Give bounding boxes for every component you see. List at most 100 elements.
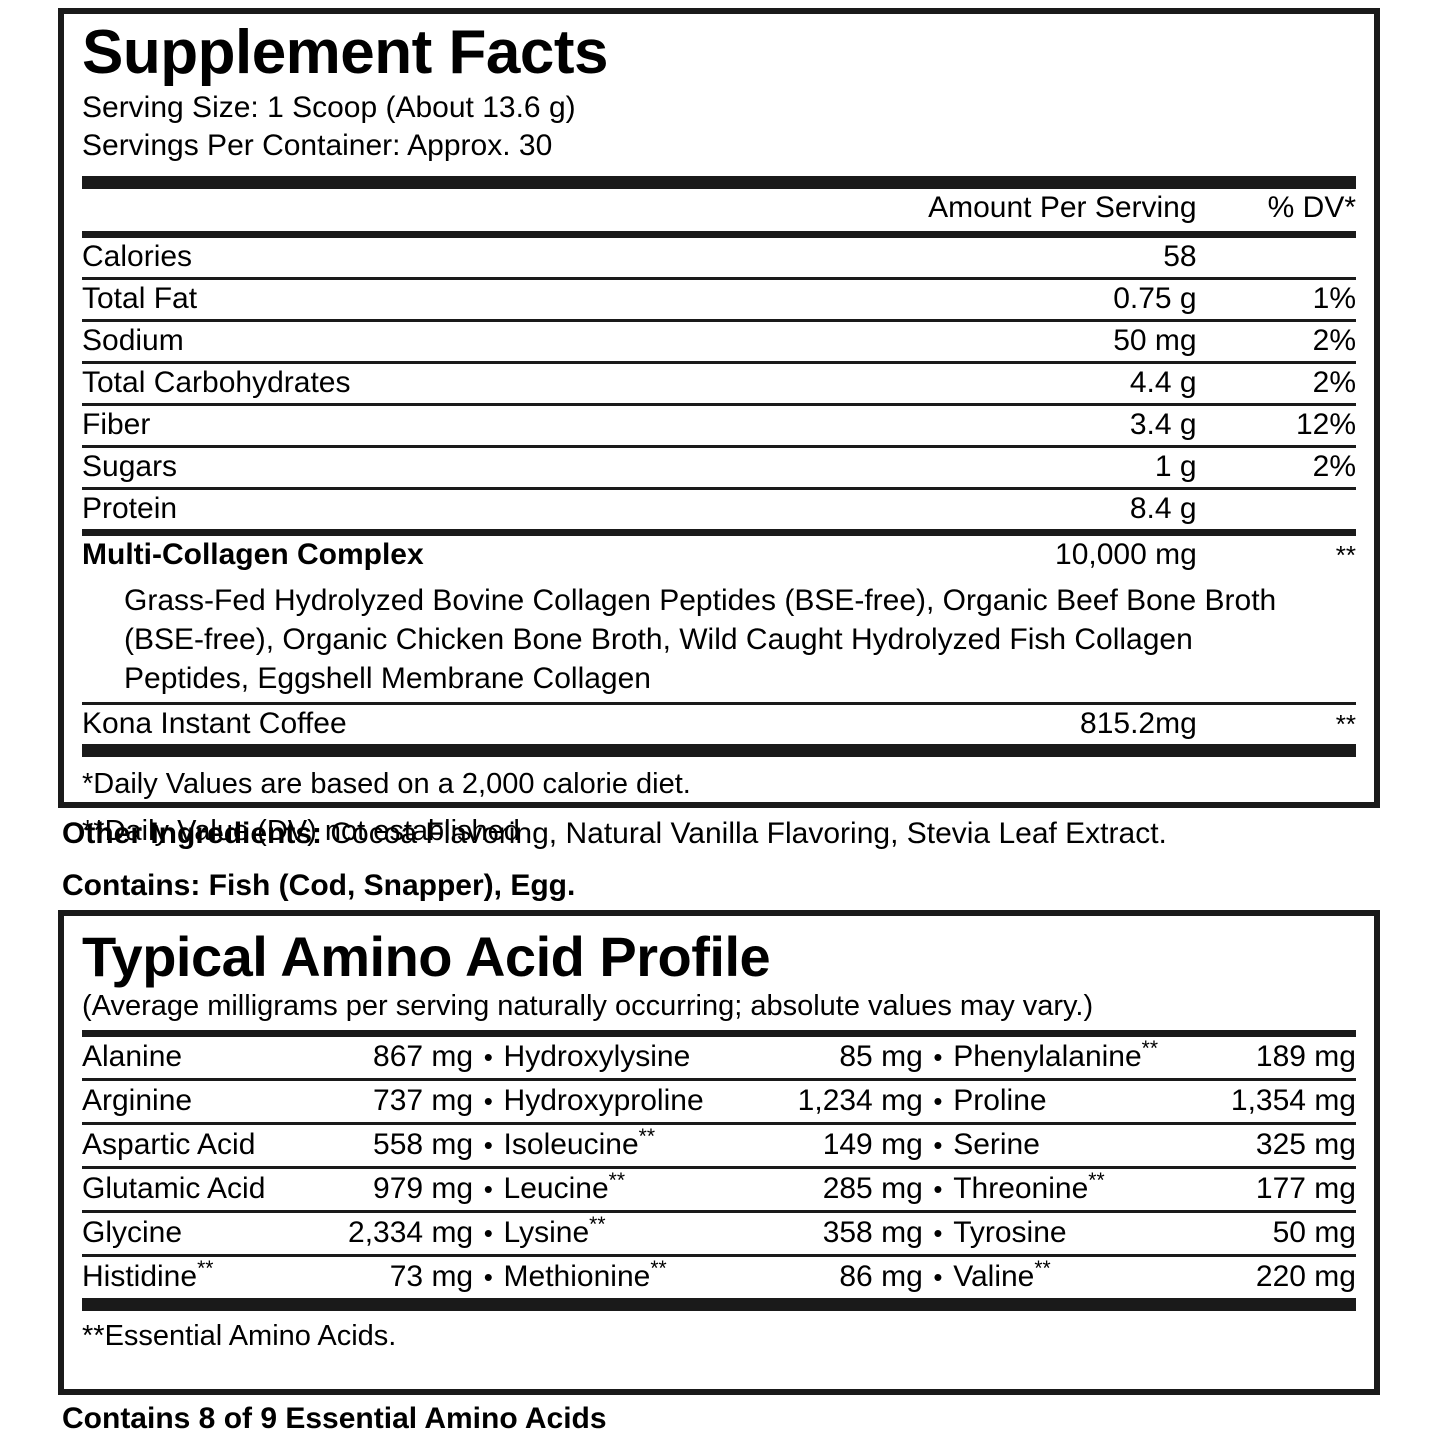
nutrient-amount: 1 g [699,446,1197,490]
page-title: Supplement Facts [82,18,609,87]
amino-name: Valine** [953,1255,1188,1298]
amino-label: Proline [953,1083,1047,1117]
amino-value: 1,234 mg [746,1079,923,1125]
divider-thick-footnotes [82,743,1356,757]
nutrient-name: Fiber [82,404,700,448]
nutrition-table: Amount Per Serving % DV* [82,189,1356,231]
amino-value: 86 mg [839,1259,923,1293]
amino-label: Threonine [953,1171,1089,1205]
table-row: Arginine 737 mg • Hydroxyproline 1,234 m… [82,1079,1356,1125]
coffee-table: Kona Instant Coffee 815.2mg ** [82,705,1356,744]
amino-value: 1,354 mg [1188,1079,1356,1125]
nutrient-name: Calories [82,237,700,280]
amino-value: 358 mg [746,1211,923,1257]
table-row: Glutamic Acid 979 mg • Leucine** 285 mg … [82,1167,1356,1213]
amino-label: Arginine [82,1083,193,1117]
header-amount-per-serving: Amount Per Serving [928,190,1197,224]
divider-med-after-header [82,230,1356,238]
amino-value: 149 mg [746,1123,923,1169]
header-percent-dv: % DV* [1267,190,1356,224]
nutrient-dv: 2% [1196,362,1356,406]
amino-label: Hydroxylysine [503,1039,691,1073]
amino-value: 73 mg [389,1259,474,1293]
amino-label: Tyrosine [953,1215,1067,1249]
bullet-separator-icon: • [922,1123,954,1169]
amino-value: 737 mg [305,1079,474,1125]
table-row: Aspartic Acid 558 mg • Isoleucine** 149 … [82,1123,1356,1169]
amino-label: Methionine [503,1259,651,1293]
amino-label: Aspartic Acid [82,1127,256,1161]
amino-label: Serine [953,1127,1040,1161]
nutrient-amount: 3.4 g [699,404,1197,448]
essential-marker: ** [1141,1036,1159,1060]
bullet-separator-icon: • [473,1079,504,1125]
nutrient-amount: 4.4 g [699,362,1197,406]
amino-name: Hydroxyproline [503,1079,747,1125]
bullet-separator-icon: • [473,1123,504,1169]
amino-label: Hydroxyproline [503,1083,704,1117]
table-row-multi-collagen-complex: Multi-Collagen Complex 10,000 mg ** [82,536,1356,575]
header-blank [82,189,699,231]
amino-name: Leucine** [503,1167,747,1213]
nutrient-rows: Calories 58 Total Fat 0.75 g 1% Sodium 5… [82,237,1356,529]
essential-marker: ** [638,1124,655,1148]
bullet-separator-icon: • [922,1036,954,1081]
amino-name: Arginine [82,1079,306,1125]
table-row-sugars: Sugars 1 g 2% [82,446,1356,490]
blend-ingredients-text: Grass-Fed Hydrolyzed Bovine Collagen Pep… [124,583,1277,695]
amino-profile-subtitle: (Average milligrams per serving naturall… [82,989,1094,1022]
nutrient-name: Sugars [82,446,700,490]
bullet-separator-icon: • [473,1167,504,1213]
other-ingredients-value: Cocoa Flavoring, Natural Vanilla Flavori… [322,817,1167,850]
blend-name: Multi-Collagen Complex [82,537,424,571]
nutrient-amount: 58 [699,237,1197,280]
table-row-total-fat: Total Fat 0.75 g 1% [82,278,1356,322]
table-row-kona-instant-coffee: Kona Instant Coffee 815.2mg ** [82,705,1356,744]
nutrient-name: Sodium [82,320,700,364]
amino-name: Glutamic Acid [82,1167,306,1213]
essential-marker: ** [1088,1168,1105,1192]
table-row-sodium: Sodium 50 mg 2% [82,320,1356,364]
amino-name: Isoleucine** [503,1123,747,1169]
blend-table: Multi-Collagen Complex 10,000 mg ** [82,536,1356,575]
nutrient-dv: 2% [1196,446,1356,490]
amino-value: 325 mg [1188,1123,1356,1169]
nutrient-dv: 12% [1196,404,1356,448]
amino-value: 177 mg [1188,1167,1356,1213]
amino-label: Glutamic Acid [82,1171,266,1205]
amino-name: Aspartic Acid [82,1123,306,1169]
nutrient-amount: 0.75 g [699,278,1197,322]
amino-value: 85 mg [746,1036,923,1081]
table-row: Alanine 867 mg • Hydroxylysine 85 mg • P… [82,1036,1356,1081]
divider-med-before-blend [82,528,1356,536]
essential-marker: ** [589,1212,606,1236]
nutrient-amount: 50 mg [699,320,1197,364]
bullet-separator-icon: • [933,1261,943,1292]
supplement-facts-panel: Supplement Facts Serving Size: 1 Scoop (… [58,8,1380,847]
coffee-dv-marker: ** [1335,708,1356,739]
amino-label: Histidine [82,1259,198,1293]
amino-profile-title: Typical Amino Acid Profile [82,925,771,988]
table-row-protein: Protein 8.4 g [82,488,1356,529]
amino-label: Valine [953,1259,1035,1293]
table-row: Glycine 2,334 mg • Lysine** 358 mg • Tyr… [82,1211,1356,1257]
amino-label: Isoleucine [503,1127,639,1161]
nutrient-name: Total Carbohydrates [82,362,700,406]
table-header-row: Amount Per Serving % DV* [82,189,1356,231]
amino-name: Serine [953,1123,1189,1169]
nutrient-amount: 8.4 g [1129,491,1197,525]
amino-value: 189 mg [1188,1036,1356,1081]
contains-allergens-line: Contains: Fish (Cod, Snapper), Egg. [62,869,576,902]
blend-amount: 10,000 mg [1055,537,1197,571]
blend-dv-marker: ** [1335,539,1356,570]
divider-thin-before-coffee [82,701,1356,705]
footnote-daily-values: *Daily Values are based on a 2,000 calor… [82,767,691,800]
amino-name: Threonine** [953,1167,1189,1213]
amino-name: Tyrosine [953,1211,1189,1257]
table-row-fiber: Fiber 3.4 g 12% [82,404,1356,448]
amino-value: 979 mg [305,1167,474,1213]
amino-name: Histidine** [82,1255,305,1298]
essential-marker: ** [197,1256,214,1280]
bullet-separator-icon: • [483,1261,493,1292]
